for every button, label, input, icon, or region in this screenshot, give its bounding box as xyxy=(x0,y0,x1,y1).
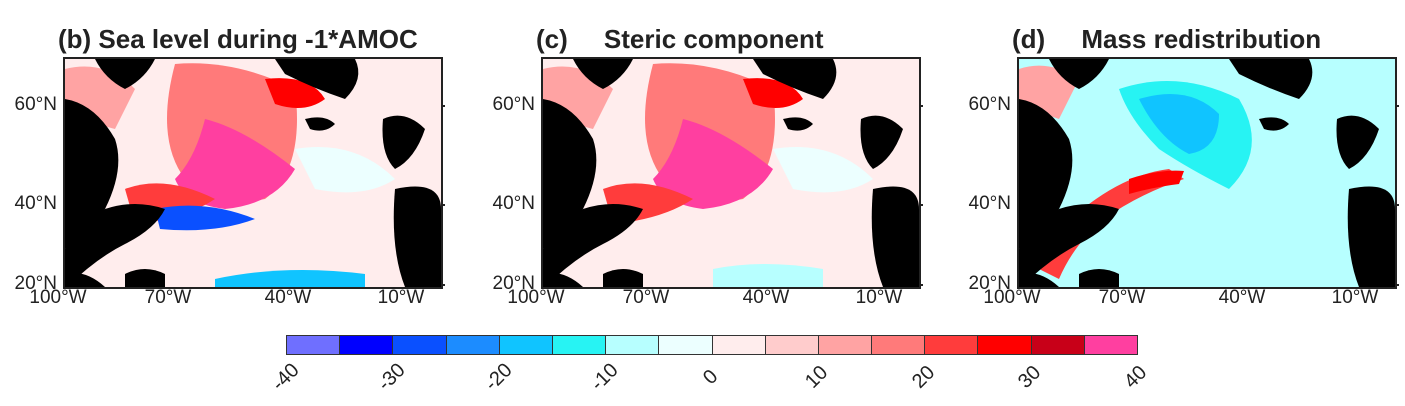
colorbar-cell xyxy=(818,336,873,354)
positive-anomaly-core xyxy=(653,119,773,209)
negative-anomaly-gulfstream xyxy=(155,205,255,231)
colorbar-tick-label: 40 xyxy=(1120,361,1152,393)
colorbar-tick-label: -10 xyxy=(586,359,623,396)
colorbar-cell xyxy=(287,336,341,354)
lon-tick-label: 70°W xyxy=(144,287,192,308)
lat-tick-label: 20°N xyxy=(492,273,535,294)
colorbar-tick-label: -40 xyxy=(267,359,304,396)
colorbar-cell xyxy=(925,336,979,354)
subpolar-negative-patch xyxy=(295,147,395,193)
land-mass xyxy=(305,117,335,131)
land-mass xyxy=(543,204,643,287)
land-mass xyxy=(1229,59,1313,99)
land-mass xyxy=(1259,117,1289,131)
map-plot-area xyxy=(1017,57,1397,289)
land-mass xyxy=(573,59,633,89)
land-mass xyxy=(1347,186,1395,287)
lon-tick-label: 10°W xyxy=(377,287,425,308)
lat-tick-mark xyxy=(919,284,923,286)
colorbar-cell xyxy=(499,336,553,354)
lon-tick-label: 70°W xyxy=(1098,287,1146,308)
land-mass xyxy=(860,115,903,169)
colorbar-tick-label: 0 xyxy=(698,365,723,389)
colorbar-tick-label: 10 xyxy=(801,361,833,393)
land-mass xyxy=(543,272,583,287)
colorbar-tick-label: 30 xyxy=(1013,361,1046,393)
land-mass xyxy=(1019,204,1119,287)
colorbar-cell xyxy=(712,336,766,354)
colorbar-cell xyxy=(552,336,607,354)
map-plot-area xyxy=(541,57,921,289)
lat-tick-mark xyxy=(441,105,445,107)
lon-tick-label: 100°W xyxy=(29,287,87,308)
land-mass xyxy=(603,269,643,287)
lat-tick-label: 20°N xyxy=(968,273,1011,294)
land-mass xyxy=(1049,59,1109,89)
lon-tick-label: 10°W xyxy=(855,287,903,308)
lat-tick-mark xyxy=(441,284,445,286)
map-plot-area xyxy=(63,57,443,289)
coastal-positive-core xyxy=(1129,170,1184,194)
lat-tick-label: 60°N xyxy=(14,94,57,115)
land-mass xyxy=(95,59,155,89)
lat-tick-mark xyxy=(1395,204,1399,206)
land-mass xyxy=(65,272,105,287)
positive-anomaly-core xyxy=(175,119,295,209)
negative-anomaly-core xyxy=(1139,94,1219,154)
colorbar-cell xyxy=(393,336,447,354)
land-mass xyxy=(543,99,597,249)
colorbar xyxy=(286,335,1138,355)
land-mass xyxy=(1019,99,1073,249)
lat-tick-label: 60°N xyxy=(492,94,535,115)
lat-tick-label: 20°N xyxy=(14,273,57,294)
land-mass xyxy=(65,99,119,249)
lat-tick-mark xyxy=(919,105,923,107)
land-mass xyxy=(1336,115,1379,169)
panel-title: (d) Mass redistribution xyxy=(1012,24,1322,54)
lon-tick-label: 70°W xyxy=(622,287,670,308)
lon-tick-label: 40°W xyxy=(264,287,312,308)
land-mass xyxy=(1019,272,1059,287)
lon-tick-label: 40°W xyxy=(742,287,790,308)
subtropical-negative-band xyxy=(713,264,823,287)
panel-title: (c) Steric component xyxy=(536,24,824,54)
colorbar-cell xyxy=(606,336,660,354)
lat-tick-label: 40°N xyxy=(968,193,1011,214)
lat-tick-mark xyxy=(919,204,923,206)
lat-tick-label: 40°N xyxy=(492,193,535,214)
colorbar-cell xyxy=(978,336,1032,354)
lon-tick-label: 40°W xyxy=(1218,287,1266,308)
colorbar-cell xyxy=(872,336,926,354)
land-mass xyxy=(275,59,359,99)
colorbar-cell xyxy=(1031,336,1085,354)
lat-tick-mark xyxy=(441,204,445,206)
land-mass xyxy=(125,269,165,287)
subtropical-negative-band xyxy=(215,270,365,287)
lat-tick-label: 40°N xyxy=(14,193,57,214)
panel-title: (b) Sea level during -1*AMOC xyxy=(58,24,418,54)
lat-tick-label: 60°N xyxy=(968,94,1011,115)
land-mass xyxy=(1079,269,1119,287)
colorbar-tick-label: 20 xyxy=(907,361,939,393)
lon-tick-label: 100°W xyxy=(983,287,1041,308)
colorbar-tick-label: -30 xyxy=(373,359,410,396)
land-mass xyxy=(783,117,813,131)
colorbar-cell xyxy=(659,336,713,354)
subpolar-negative-patch xyxy=(773,147,873,193)
colorbar-cell xyxy=(446,336,500,354)
lat-tick-mark xyxy=(1395,284,1399,286)
colorbar-cell xyxy=(340,336,394,354)
land-mass xyxy=(65,204,165,287)
lon-tick-label: 100°W xyxy=(507,287,565,308)
colorbar-tick-label: -20 xyxy=(480,359,517,396)
land-mass xyxy=(382,115,425,169)
colorbar-cell xyxy=(765,336,819,354)
land-mass xyxy=(393,186,441,287)
land-mass xyxy=(753,59,837,99)
land-mass xyxy=(871,186,919,287)
lat-tick-mark xyxy=(1395,105,1399,107)
lon-tick-label: 10°W xyxy=(1331,287,1379,308)
colorbar-cell xyxy=(1084,336,1137,354)
